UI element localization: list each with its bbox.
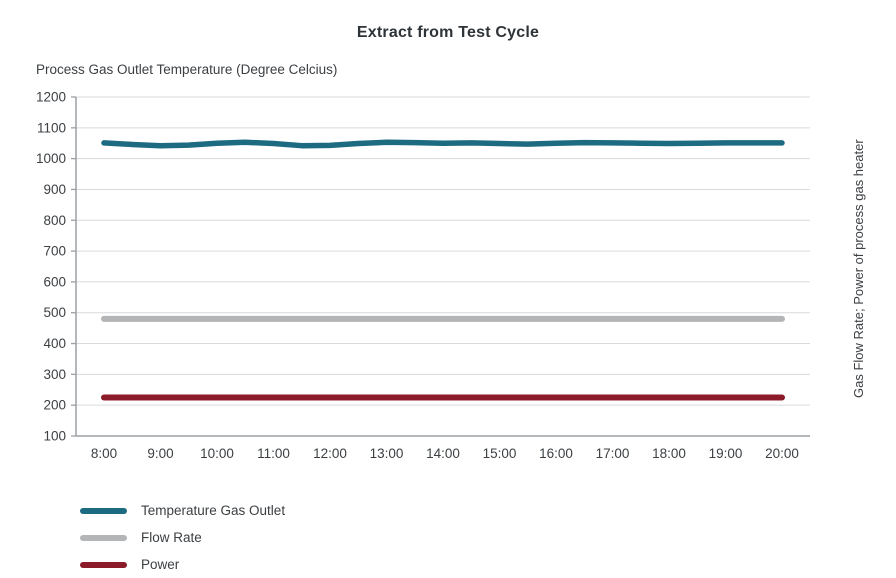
x-tick-label: 14:00 <box>426 446 460 461</box>
temperature-line <box>101 139 785 149</box>
legend-label: Temperature Gas Outlet <box>141 503 286 518</box>
y-tick-label: 900 <box>43 182 66 197</box>
x-tick-label: 18:00 <box>652 446 686 461</box>
legend-item-flow-rate: Flow Rate <box>80 524 285 551</box>
y-tick-label: 700 <box>43 244 66 259</box>
x-tick-label: 8:00 <box>91 446 117 461</box>
y-tick-label: 800 <box>43 213 66 228</box>
y-tick-label: 1100 <box>37 120 66 135</box>
legend-item-power: Power <box>80 551 285 578</box>
y-axis-left-title: Process Gas Outlet Temperature (Degree C… <box>36 62 338 77</box>
x-tick-label: 10:00 <box>200 446 234 461</box>
x-tick-label: 20:00 <box>765 446 799 461</box>
x-tick-label: 13:00 <box>370 446 404 461</box>
chart-legend: Temperature Gas Outlet Flow Rate Power <box>80 497 285 578</box>
y-tick-label: 200 <box>43 398 66 413</box>
x-tick-label: 12:00 <box>313 446 347 461</box>
y-tick-label: 500 <box>43 305 66 320</box>
y-tick-label: 1200 <box>36 90 66 105</box>
x-tick-label: 11:00 <box>257 446 290 461</box>
temperature-line-swatch <box>80 507 127 514</box>
y-axis-right-title: Gas Flow Rate; Power of process gas heat… <box>851 139 866 398</box>
flow-rate-line-swatch <box>80 534 127 541</box>
x-tick-label: 9:00 <box>147 446 173 461</box>
y-tick-label: 400 <box>43 336 66 351</box>
power-line-swatch <box>80 561 127 568</box>
legend-label: Power <box>141 557 180 572</box>
y-tick-label: 100 <box>43 429 66 444</box>
legend-label: Flow Rate <box>141 530 202 545</box>
x-tick-label: 15:00 <box>483 446 517 461</box>
chart-title: Extract from Test Cycle <box>356 24 540 41</box>
legend-item-temperature: Temperature Gas Outlet <box>80 497 285 524</box>
y-tick-label: 300 <box>43 367 66 382</box>
y-tick-label: 600 <box>43 274 66 289</box>
x-tick-label: 17:00 <box>596 446 630 461</box>
x-tick-label: 16:00 <box>539 446 573 461</box>
x-tick-label: 19:00 <box>709 446 743 461</box>
y-tick-label: 1000 <box>36 151 66 166</box>
